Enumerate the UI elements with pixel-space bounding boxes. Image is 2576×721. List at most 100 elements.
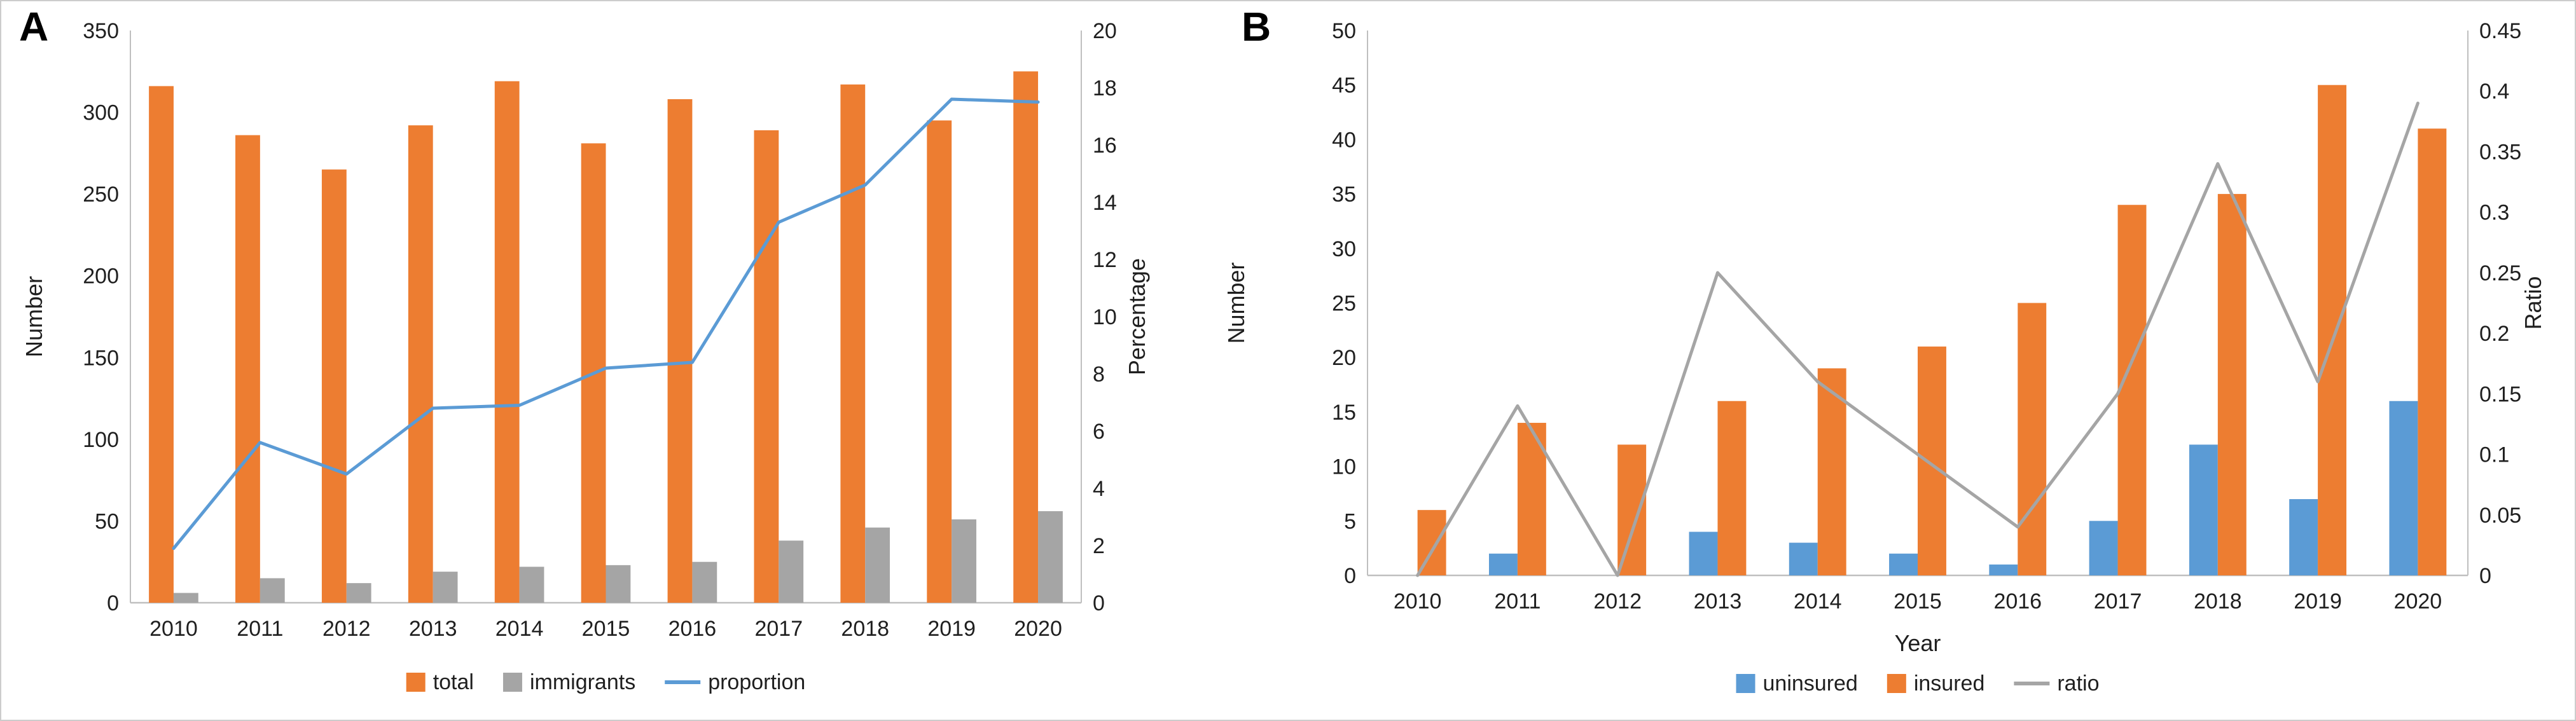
panel-a: A 0 50 100 150 200 250 300 350 0 2 4 6 8 10 12 14 16 18 20… (0, 0, 1202, 721)
svg-text:0.1: 0.1 (2479, 443, 2509, 467)
svg-text:2010: 2010 (149, 617, 198, 641)
svg-text:0.3: 0.3 (2479, 201, 2509, 225)
svg-text:2020: 2020 (2394, 589, 2442, 614)
panel-b: B 0 5 10 15 20 25 30 35 40 45 50 0 0.05 0.1 0.15 0.2 0.2… (1202, 0, 2576, 721)
legend-item-insured: insured (1887, 671, 1985, 696)
svg-text:0: 0 (1093, 591, 1105, 615)
legend-label-uninsured: uninsured (1763, 671, 1858, 696)
legend: total immigrants proportion (406, 670, 805, 694)
axis-titles: Number Ratio Year (1223, 262, 2546, 656)
y-axis-title: Number (21, 276, 47, 357)
legend-label-proportion: proportion (708, 670, 805, 694)
bars-immigrants (173, 511, 1063, 603)
svg-text:2016: 2016 (1993, 589, 2042, 614)
svg-text:2014: 2014 (1794, 589, 1842, 614)
svg-text:2013: 2013 (1694, 589, 1742, 614)
svg-text:2011: 2011 (237, 617, 283, 641)
legend-label-immigrants: immigrants (530, 670, 635, 694)
svg-text:12: 12 (1093, 248, 1117, 272)
svg-text:2019: 2019 (2294, 589, 2342, 614)
panel-a-letter: A (19, 4, 49, 50)
svg-text:0.15: 0.15 (2479, 382, 2521, 406)
legend-swatch-uninsured (1736, 674, 1755, 693)
svg-text:2015: 2015 (1894, 589, 1942, 614)
x-axis-title: Year (1895, 630, 1941, 656)
axis-titles: Number Percentage (21, 258, 1150, 375)
svg-text:15: 15 (1332, 401, 1356, 425)
svg-text:20: 20 (1332, 346, 1356, 370)
svg-text:2012: 2012 (322, 617, 371, 641)
svg-text:20: 20 (1093, 19, 1117, 43)
svg-text:150: 150 (83, 346, 119, 370)
bars-uninsured (1488, 401, 2418, 575)
svg-text:2010: 2010 (1394, 589, 1442, 614)
line-ratio (1416, 101, 2420, 577)
svg-text:50: 50 (1332, 19, 1356, 43)
panel-b-letter: B (1242, 4, 1271, 50)
svg-text:2012: 2012 (1593, 589, 1642, 614)
svg-text:2018: 2018 (2194, 589, 2242, 614)
bars-insured (1417, 85, 2447, 576)
svg-text:0.35: 0.35 (2479, 140, 2521, 164)
svg-text:18: 18 (1093, 76, 1117, 100)
svg-text:2017: 2017 (2094, 589, 2142, 614)
svg-text:2018: 2018 (841, 617, 889, 641)
svg-text:10: 10 (1093, 305, 1117, 329)
svg-text:2017: 2017 (754, 617, 803, 641)
svg-text:10: 10 (1332, 455, 1356, 479)
y2-axis-title: Percentage (1124, 258, 1150, 375)
svg-text:2: 2 (1093, 534, 1105, 558)
axis-tick-labels: 0 5 10 15 20 25 30 35 40 45 50 0 0.05 0.1 0.15 0.2 0.25 0… (1332, 19, 2521, 614)
svg-text:100: 100 (83, 428, 119, 452)
axis-tick-labels: 0501001502002503003500246810121416182020… (83, 19, 1117, 641)
svg-text:40: 40 (1332, 128, 1356, 152)
svg-text:200: 200 (83, 264, 119, 289)
svg-text:0.4: 0.4 (2479, 79, 2509, 104)
svg-text:0.25: 0.25 (2479, 261, 2521, 285)
svg-text:0: 0 (107, 591, 119, 615)
svg-text:4: 4 (1093, 477, 1105, 501)
legend-swatch-total (406, 673, 426, 692)
legend-swatch-immigrants (502, 673, 522, 692)
y-axis-title: Number (1223, 262, 1249, 343)
svg-text:2011: 2011 (1494, 589, 1541, 614)
svg-text:350: 350 (83, 19, 119, 43)
panel-a-chart: 0501001502002503003500246810121416182020… (21, 19, 1150, 694)
svg-text:0: 0 (2479, 564, 2491, 588)
legend-item-immigrants: immigrants (502, 670, 635, 694)
svg-text:0.05: 0.05 (2479, 504, 2521, 528)
svg-text:5: 5 (1344, 509, 1356, 533)
svg-text:0.45: 0.45 (2479, 19, 2521, 43)
svg-text:6: 6 (1093, 420, 1105, 444)
svg-text:2016: 2016 (668, 617, 717, 641)
svg-text:45: 45 (1332, 74, 1356, 98)
svg-text:14: 14 (1093, 191, 1117, 215)
legend: uninsured insured ratio (1736, 671, 2100, 696)
svg-text:250: 250 (83, 182, 119, 207)
svg-text:16: 16 (1093, 134, 1117, 158)
svg-text:50: 50 (95, 509, 119, 533)
svg-text:300: 300 (83, 101, 119, 125)
bars-total (149, 71, 1039, 603)
svg-text:0.2: 0.2 (2479, 322, 2509, 346)
legend-label-ratio: ratio (2057, 671, 2099, 696)
legend-swatch-insured (1887, 674, 1906, 693)
svg-text:2013: 2013 (409, 617, 457, 641)
svg-text:2015: 2015 (582, 617, 630, 641)
legend-item-total: total (406, 670, 474, 694)
svg-text:35: 35 (1332, 182, 1356, 207)
legend-item-ratio: ratio (2014, 671, 2100, 696)
svg-text:2019: 2019 (927, 617, 976, 641)
svg-text:2020: 2020 (1014, 617, 1062, 641)
svg-text:8: 8 (1093, 362, 1105, 387)
legend-item-proportion: proportion (665, 670, 805, 694)
panel-b-chart: 0 5 10 15 20 25 30 35 40 45 50 0 0.05 0.1 0.15 0.2 0.25 0… (1223, 19, 2546, 696)
line-proportion (172, 97, 1040, 550)
legend-label-total: total (433, 670, 474, 694)
svg-text:25: 25 (1332, 292, 1356, 316)
svg-text:30: 30 (1332, 237, 1356, 261)
legend-label-insured: insured (1914, 671, 1985, 696)
y2-axis-title: Ratio (2520, 276, 2546, 329)
legend-item-uninsured: uninsured (1736, 671, 1858, 696)
